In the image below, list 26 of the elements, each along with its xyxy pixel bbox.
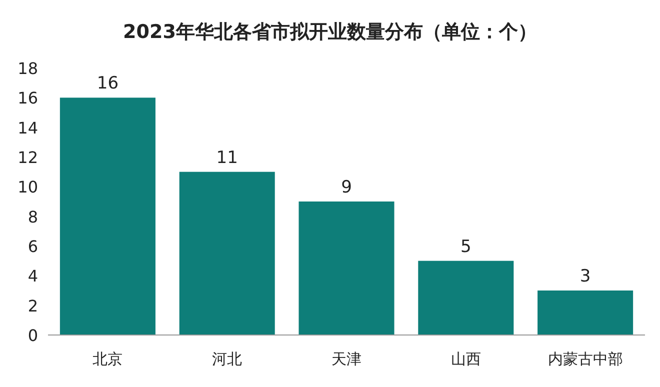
x-tick-label: 山西 — [450, 350, 481, 368]
data-label: 9 — [341, 178, 352, 198]
chart-title: 2023年华北各省市拟开业数量分布（单位：个） — [123, 21, 537, 43]
bar — [298, 202, 394, 335]
y-tick-label: 0 — [28, 326, 38, 345]
y-tick-label: 12 — [18, 148, 38, 167]
bar — [60, 98, 156, 335]
y-tick-label: 18 — [18, 59, 38, 78]
y-tick-label: 6 — [28, 237, 38, 256]
data-label: 11 — [216, 148, 238, 168]
y-tick-label: 4 — [28, 266, 38, 286]
x-tick-label: 北京 — [92, 350, 123, 368]
y-tick-label: 14 — [18, 118, 38, 138]
bar — [538, 290, 634, 335]
y-tick-label: 10 — [18, 178, 38, 197]
data-label: 16 — [96, 74, 119, 94]
y-tick-label: 8 — [28, 207, 38, 226]
x-tick-label: 河北 — [212, 350, 242, 368]
data-label: 3 — [580, 266, 591, 286]
data-label: 5 — [460, 236, 472, 257]
y-tick-label: 2 — [28, 296, 38, 316]
y-tick-label: 16 — [18, 88, 38, 108]
bar — [418, 260, 514, 335]
bar — [179, 172, 275, 335]
x-tick-label: 天津 — [332, 350, 362, 368]
x-tick-label: 内蒙古中部 — [548, 350, 623, 368]
